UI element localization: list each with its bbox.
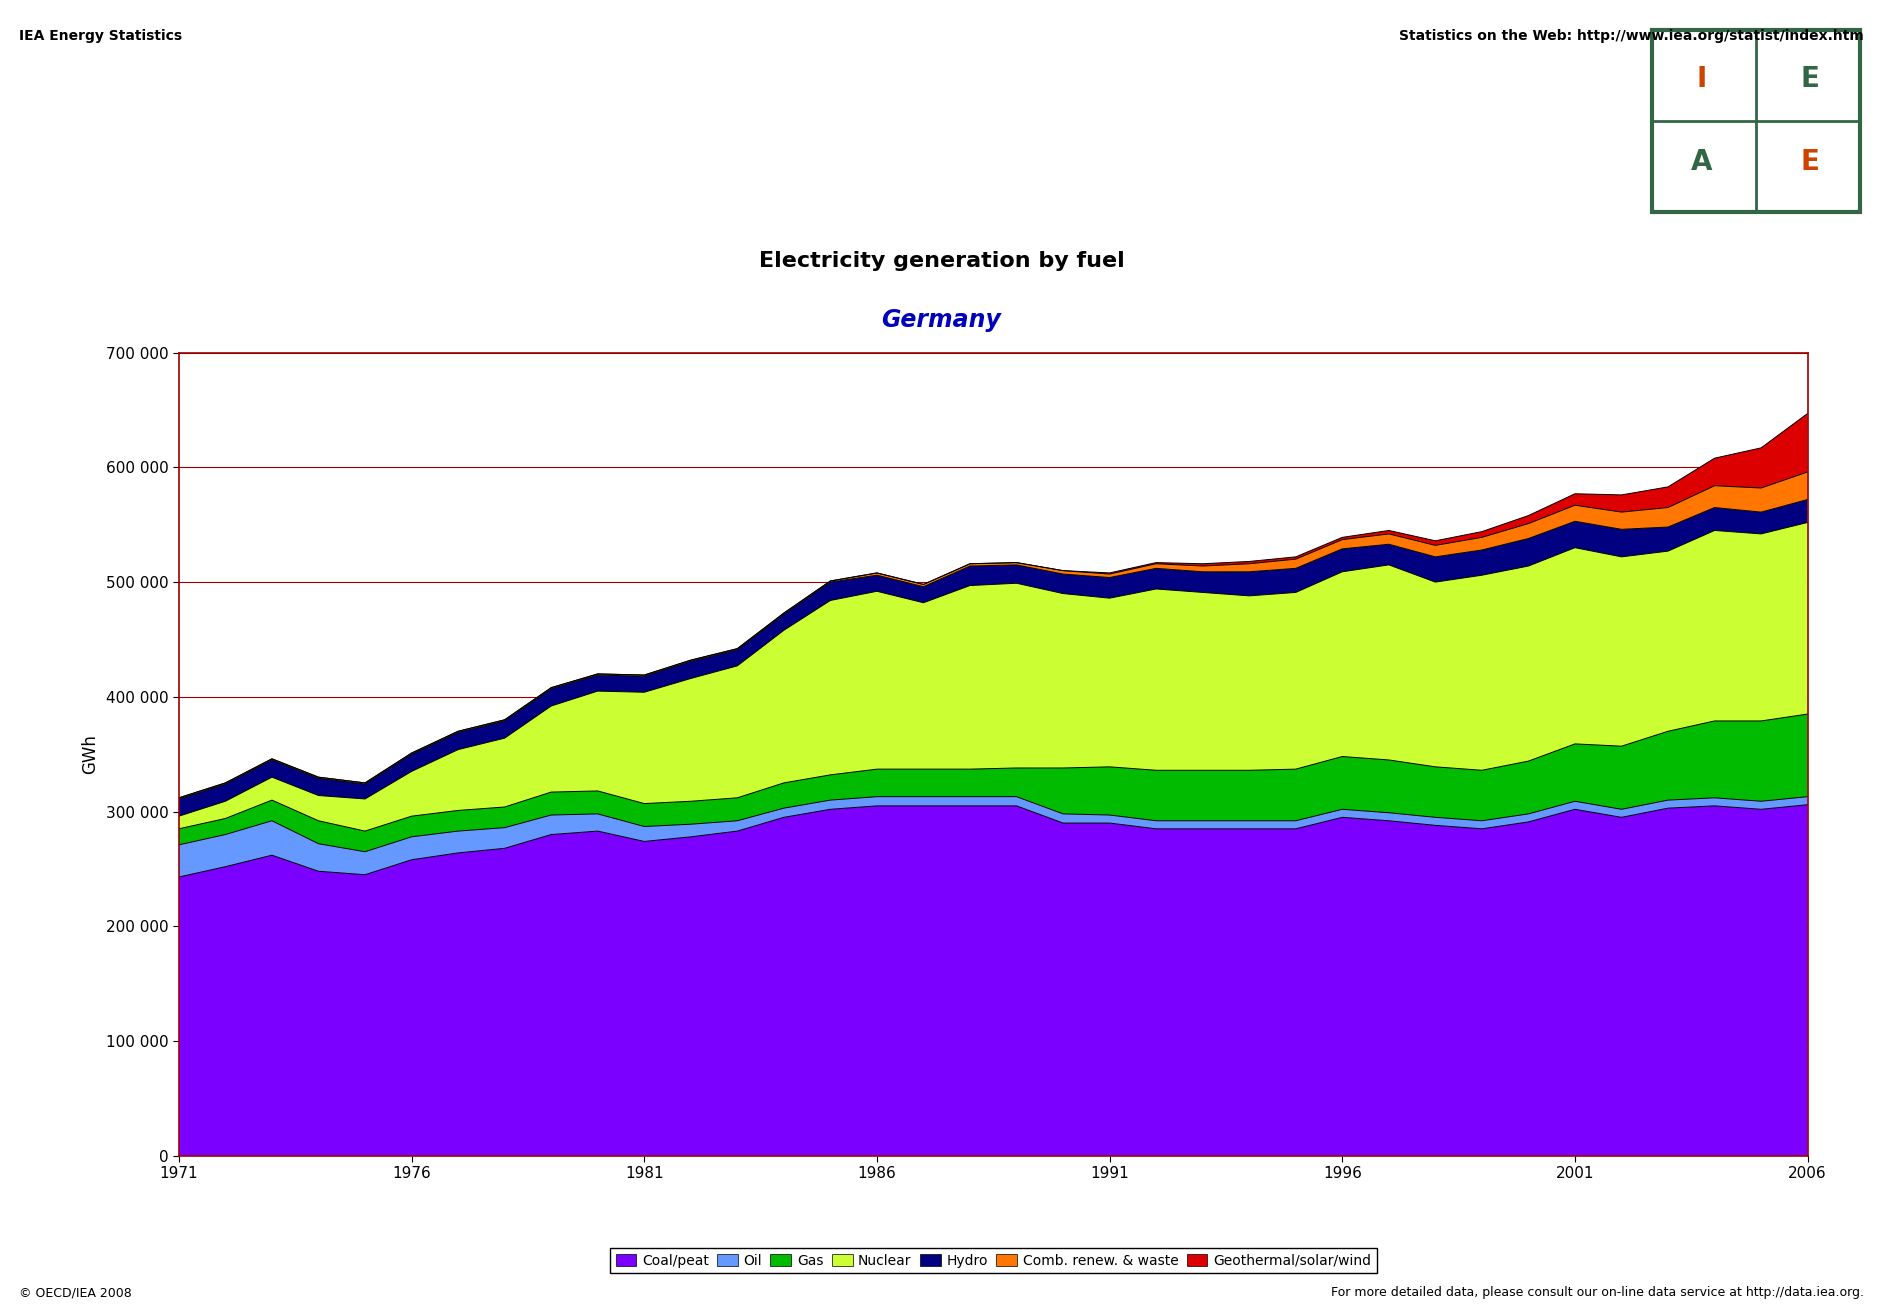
- Text: © OECD/IEA 2008: © OECD/IEA 2008: [19, 1286, 132, 1299]
- Text: For more detailed data, please consult our on-line data service at http://data.i: For more detailed data, please consult o…: [1331, 1286, 1863, 1299]
- Text: I: I: [1696, 65, 1705, 93]
- FancyBboxPatch shape: [1651, 30, 1859, 212]
- Text: A: A: [1690, 149, 1711, 176]
- Legend: Coal/peat, Oil, Gas, Nuclear, Hydro, Comb. renew. & waste, Geothermal/solar/wind: Coal/peat, Oil, Gas, Nuclear, Hydro, Com…: [610, 1249, 1376, 1273]
- Text: Electricity generation by fuel: Electricity generation by fuel: [758, 251, 1124, 272]
- Text: Statistics on the Web: http://www.iea.org/statist/index.htm: Statistics on the Web: http://www.iea.or…: [1398, 29, 1863, 43]
- Text: E: E: [1799, 149, 1818, 176]
- Y-axis label: GWh: GWh: [81, 734, 98, 774]
- Text: IEA Energy Statistics: IEA Energy Statistics: [19, 29, 183, 43]
- Text: Germany: Germany: [881, 308, 1001, 332]
- Text: E: E: [1799, 65, 1818, 93]
